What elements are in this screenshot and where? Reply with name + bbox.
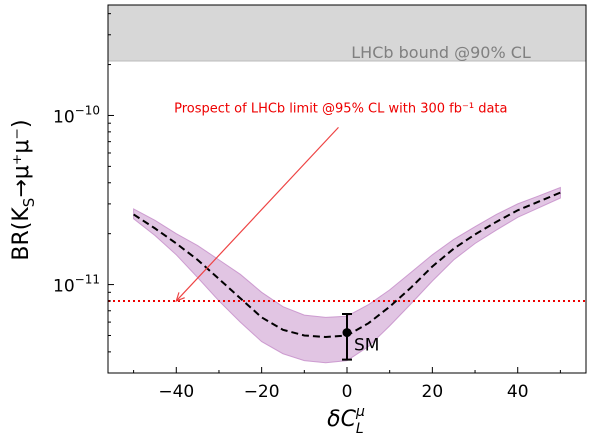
x-tick-label: 40 [507,382,529,402]
x-tick-label: −20 [244,382,280,402]
y-tick-exponent: −11 [75,273,100,287]
y-tick-mantissa: 10 [53,277,75,297]
x-axis-label: δCμ L [327,404,365,437]
excluded-region [108,5,586,61]
x-axis-label-part: δC [327,407,356,432]
y-tick-exponent: −10 [75,103,100,117]
sm-point [342,328,352,338]
x-axis-label-part: μ [355,404,365,420]
annotation-arrowhead [175,292,185,302]
x-tick-label: −40 [158,382,194,402]
y-tick-mantissa: 10 [53,107,75,127]
y-axis-label-part: →μ⁺μ⁻) [9,119,34,197]
sm-label: SM [354,336,379,356]
x-tick-label: 20 [422,382,444,402]
y-axis-label-part: BR(K [9,207,34,261]
y-axis-label: BR(KS→μ⁺μ⁻) [9,119,38,260]
uncertainty-band [133,186,561,364]
excluded-region-label: LHCb bound @90% CL [351,43,531,62]
x-axis-label-part: L [356,421,364,437]
annotation-text: Prospect of LHCb limit @95% CL with 300 … [174,101,507,116]
y-tick-label: 10−11 [53,273,100,297]
y-axis-label-part: S [20,198,38,208]
annotation-arrow [175,126,339,302]
x-tick-label: 0 [342,382,353,402]
y-tick-label: 10−10 [53,103,100,127]
